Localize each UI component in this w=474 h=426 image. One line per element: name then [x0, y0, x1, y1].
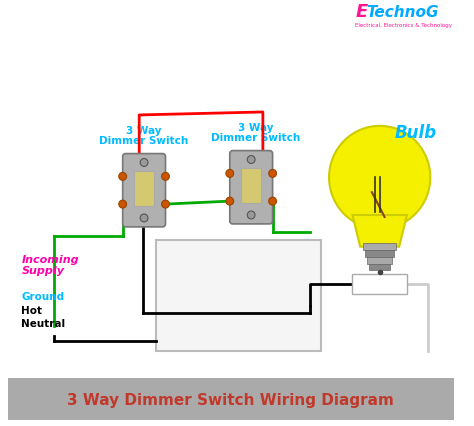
Circle shape	[269, 197, 276, 205]
Circle shape	[140, 214, 148, 222]
Polygon shape	[353, 215, 407, 247]
Circle shape	[247, 155, 255, 164]
Bar	[241, 168, 261, 203]
Circle shape	[119, 173, 127, 180]
Bar	[363, 243, 396, 250]
Bar	[369, 264, 391, 271]
Text: TechnoG: TechnoG	[366, 5, 438, 20]
Circle shape	[329, 126, 430, 229]
FancyBboxPatch shape	[230, 151, 273, 224]
Circle shape	[247, 211, 255, 219]
Circle shape	[162, 173, 169, 180]
Text: Ground: Ground	[21, 292, 64, 302]
Circle shape	[162, 200, 169, 208]
Circle shape	[140, 158, 148, 167]
Circle shape	[226, 197, 234, 205]
Bar	[353, 274, 407, 294]
Bar	[134, 171, 154, 206]
Circle shape	[269, 170, 276, 177]
Text: Incoming: Incoming	[21, 255, 79, 265]
Text: 3 Way Dimmer Switch Wiring Diagram: 3 Way Dimmer Switch Wiring Diagram	[67, 393, 394, 408]
Text: Neutral: Neutral	[21, 319, 65, 329]
Circle shape	[119, 200, 127, 208]
Text: Dimmer Switch: Dimmer Switch	[211, 133, 301, 143]
Text: Hot: Hot	[21, 306, 42, 316]
Bar	[8, 378, 454, 420]
Bar	[365, 250, 394, 256]
Text: Supply: Supply	[21, 266, 64, 276]
Text: 3 Way: 3 Way	[127, 126, 162, 136]
FancyBboxPatch shape	[123, 154, 165, 227]
Circle shape	[226, 170, 234, 177]
Text: 3 Way: 3 Way	[238, 123, 274, 133]
Text: Electrical, Electronics & Technology: Electrical, Electronics & Technology	[356, 23, 452, 28]
Bar	[367, 256, 392, 264]
Bar	[156, 240, 321, 351]
Text: Dimmer Switch: Dimmer Switch	[100, 136, 189, 146]
Text: Bulb: Bulb	[394, 124, 437, 142]
Text: E: E	[356, 3, 368, 21]
